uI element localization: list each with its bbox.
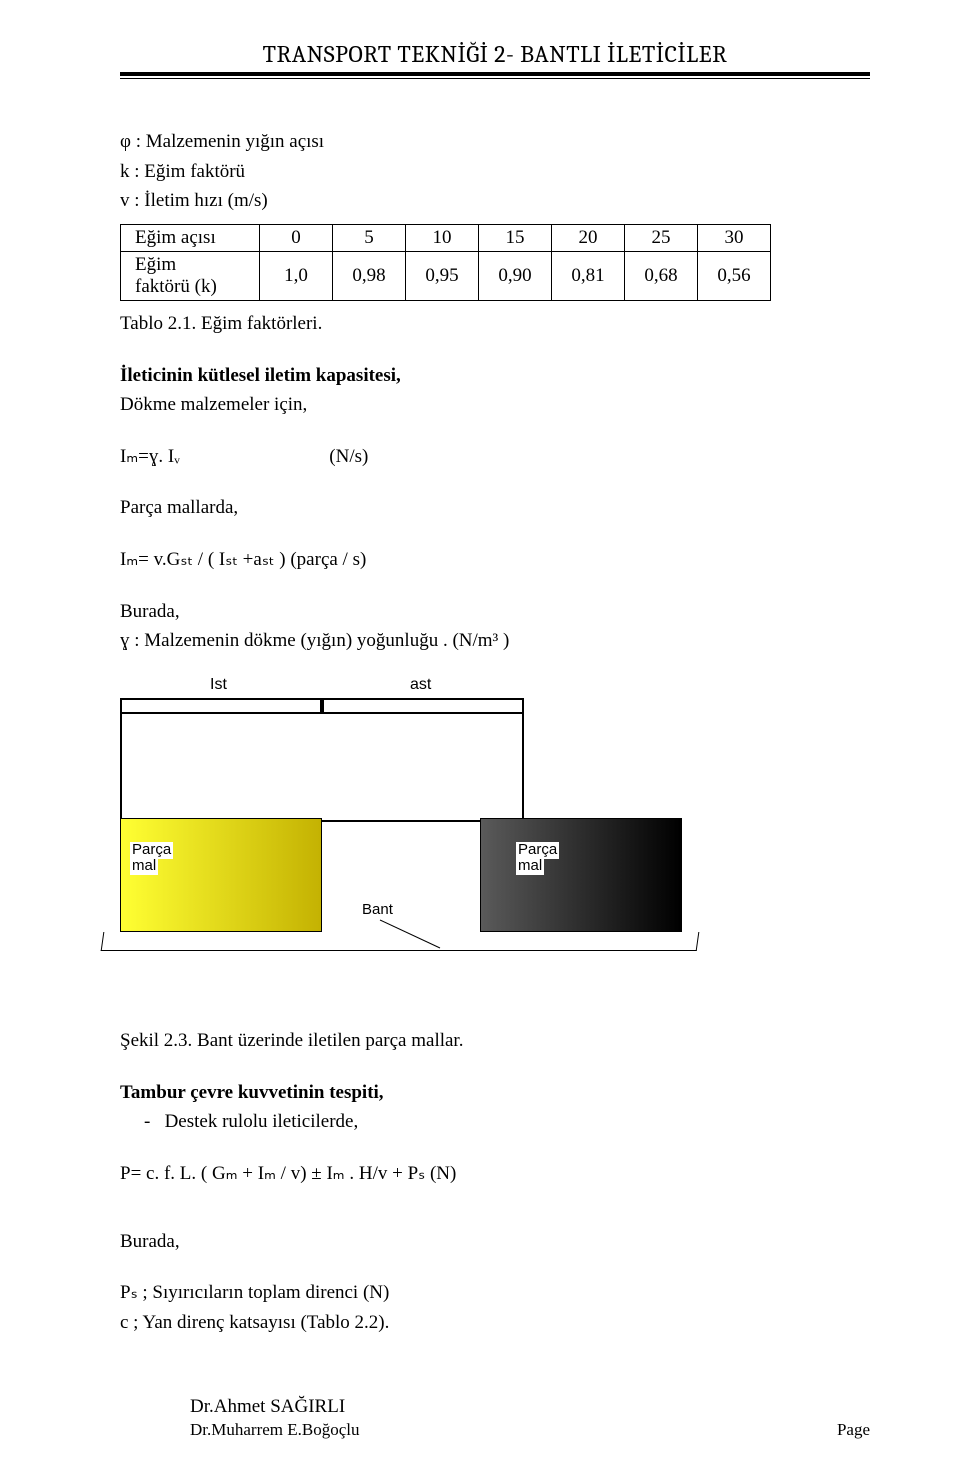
table-cell: 10 [406,224,479,251]
table-row: Eğim açısı 0 5 10 15 20 25 30 [121,224,771,251]
equation-lhs: Iₘ=ɣ. Iᵥ [120,446,180,467]
parcel-box-left [120,818,322,932]
header-rule-thin [120,78,870,79]
footer-author-1: Dr.Ahmet SAĞIRLI [120,1396,870,1418]
gamma-definition: ɣ : Malzemenin dökme (yığın) yoğunluğu .… [120,628,870,654]
equation-unit: (N/s) [329,446,368,467]
table-caption: Tablo 2.1. Eğim faktörleri. [120,311,870,337]
table-cell: 0,95 [406,251,479,300]
equation: Iₘ=ɣ. Iᵥ (N/s) [120,444,870,470]
bullet-text: Destek rulolu ileticilerde, [165,1111,359,1132]
egim-table: Eğim açısı 0 5 10 15 20 25 30 Eğim faktö… [120,224,771,301]
diagram-label-ast: ast [410,676,431,694]
footer-author-2: Dr.Muharrem E.Boğoçlu [190,1420,360,1440]
table-cell: 0,68 [625,251,698,300]
table-cell: 0,90 [479,251,552,300]
table-cell: 1,0 [260,251,333,300]
def-k: k : Eğim faktörü [120,159,870,185]
diagram-label-ist: Ist [210,676,227,694]
upper-rect [120,712,524,822]
table-cell: 15 [479,224,552,251]
table-cell: 25 [625,224,698,251]
diagram-label: mal [516,858,544,875]
def-phi: φ : Malzemenin yığın açısı [120,129,870,155]
ps-definition: Pₛ ; Sıyırıcıların toplam direnci (N) [120,1280,870,1306]
pointer-line-icon [380,920,450,960]
def-v: v : İletim hızı (m/s) [120,188,870,214]
parcel-box-right [480,818,682,932]
header-rule-thick [120,72,870,76]
table-cell: 0,81 [552,251,625,300]
section-heading: İleticinin kütlesel iletim kapasitesi, [120,363,870,389]
table-row: Eğim faktörü (k) 1,0 0,98 0,95 0,90 0,81… [121,251,771,300]
label: faktörü (k) [135,276,217,297]
paragraph: Parça mallarda, [120,495,870,521]
figure-caption: Şekil 2.3. Bant üzerinde iletilen parça … [120,1028,870,1054]
diagram-label-bant: Bant [360,902,395,919]
table-cell: 20 [552,224,625,251]
paragraph: Burada, [120,599,870,625]
table-cell: 30 [698,224,771,251]
c-definition: c ; Yan direnç katsayısı (Tablo 2.2). [120,1310,870,1336]
page-header-title: TRANSPORT TEKNİĞİ 2- BANTLI İLETİCİLER [120,40,870,68]
paragraph: Burada, [120,1229,870,1255]
table-cell: 0,98 [333,251,406,300]
footer-page-label: Page [837,1420,870,1440]
paragraph: Dökme malzemeler için, [120,392,870,418]
equation: P= c. f. L. ( Gₘ + Iₘ / v) ± Iₘ . H/v + … [120,1161,870,1187]
diagram-label: mal [130,858,158,875]
table-cell: Eğim faktörü (k) [121,251,260,300]
section-heading: Tambur çevre kuvvetinin tespiti, [120,1080,870,1106]
table-cell: 5 [333,224,406,251]
equation: Iₘ= v.Gₛₜ / ( Iₛₜ +aₛₜ ) (parça / s) [120,547,870,573]
label: Eğim [135,254,176,275]
table-cell: Eğim açısı [121,224,260,251]
table-cell: 0 [260,224,333,251]
bullet-item: - Destek rulolu ileticilerde, [120,1109,870,1135]
belt-diagram: Ist ast Parça mal Parça mal Bant [120,672,680,982]
bullet-dash: - [144,1111,150,1132]
table-cell: 0,56 [698,251,771,300]
